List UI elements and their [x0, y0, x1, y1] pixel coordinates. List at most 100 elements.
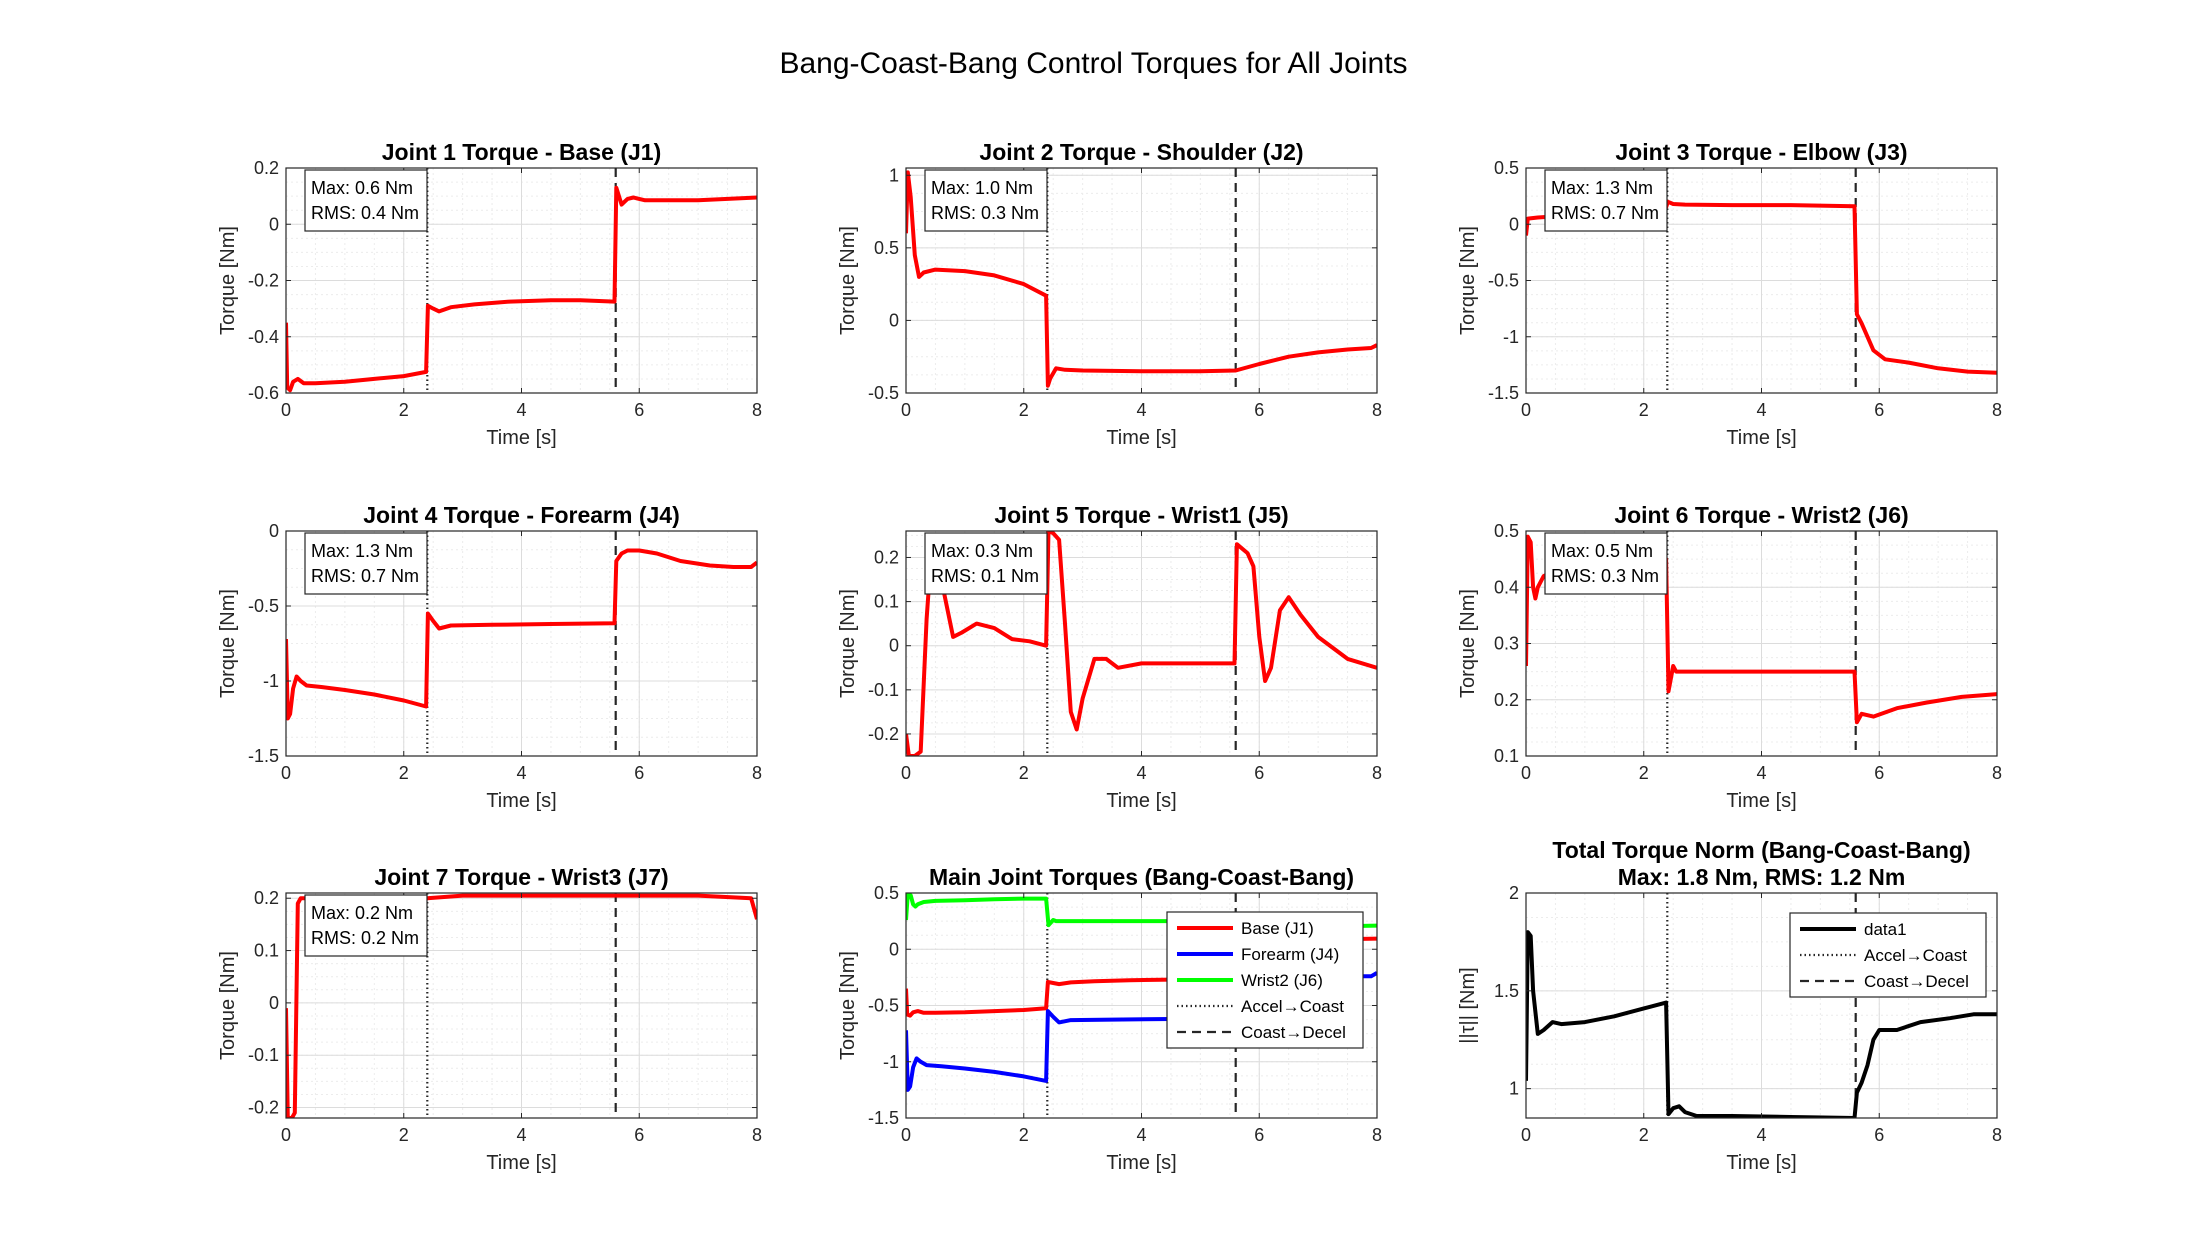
x-axis-label: Time [s]	[1726, 427, 1796, 449]
y-tick-label: 1	[889, 165, 899, 185]
x-axis-label: Time [s]	[1726, 1152, 1796, 1174]
x-tick-label: 8	[1372, 763, 1382, 783]
subplot-8: 0 2 4 6 8 -1.5 -1 -0.5 0 0.5 Time [s] Torque [Nm] Ma…	[837, 864, 1382, 1174]
y-tick-label: -1	[1503, 327, 1519, 347]
y-tick-label: -0.1	[248, 1045, 279, 1065]
subplot-1: 0 2 4 6 8 -0.6 -0.4 -0.2 0 0.2 Time [s] Torque [Nm]…	[217, 139, 762, 449]
y-tick-label: 1.5	[1494, 981, 1519, 1001]
y-tick-label: -0.5	[1488, 271, 1519, 291]
rms-annotation: RMS: 0.4 Nm	[311, 203, 419, 223]
y-tick-label: 0	[889, 939, 899, 959]
figure-title: Bang-Coast-Bang Control Torques for All …	[779, 47, 1407, 80]
y-tick-label: 0.5	[1494, 521, 1519, 541]
subplot-4: 0 2 4 6 8 -1.5 -1 -0.5 0 Time [s] Torque [Nm] Joint…	[217, 502, 762, 812]
y-tick-label: 0.2	[1494, 690, 1519, 710]
rms-annotation: RMS: 0.7 Nm	[1551, 203, 1659, 223]
y-axis-label: ||τ|| [Nm]	[1457, 967, 1479, 1043]
y-tick-label: 0.4	[1494, 577, 1519, 597]
x-axis-label: Time [s]	[486, 427, 556, 449]
legend-entry: Coast→Decel	[1864, 972, 1969, 991]
x-tick-label: 8	[1992, 400, 2002, 420]
x-tick-label: 4	[1756, 400, 1766, 420]
x-tick-label: 4	[516, 763, 526, 783]
y-tick-label: -1	[263, 671, 279, 691]
legend-entry: Forearm (J4)	[1241, 945, 1339, 964]
x-tick-label: 0	[281, 763, 291, 783]
x-tick-label: 0	[1521, 763, 1531, 783]
x-tick-label: 8	[1372, 1125, 1382, 1145]
x-tick-label: 2	[1019, 763, 1029, 783]
y-tick-label: 0	[1509, 214, 1519, 234]
x-tick-label: 0	[901, 1125, 911, 1145]
x-tick-label: 4	[1136, 400, 1146, 420]
x-tick-label: 2	[1019, 400, 1029, 420]
y-tick-label: -1.5	[248, 746, 279, 766]
y-tick-label: -0.5	[248, 596, 279, 616]
subplot-3: 0 2 4 6 8 -1.5 -1 -0.5 0 0.5 Time [s] Torque [Nm] Jo…	[1457, 139, 2002, 449]
x-tick-label: 8	[752, 1125, 762, 1145]
y-axis-label: Torque [Nm]	[217, 951, 239, 1060]
x-tick-label: 4	[1136, 1125, 1146, 1145]
subplot-subtitle: Max: 1.8 Nm, RMS: 1.2 Nm	[1618, 864, 1906, 890]
y-tick-label: 0.5	[874, 238, 899, 258]
x-tick-label: 2	[1639, 400, 1649, 420]
x-tick-label: 6	[1254, 763, 1264, 783]
legend-entry: Base (J1)	[1241, 919, 1314, 938]
legend-entry: Wrist2 (J6)	[1241, 971, 1323, 990]
y-axis-label: Torque [Nm]	[837, 589, 859, 698]
y-tick-label: 0.2	[254, 158, 279, 178]
y-tick-label: 0.1	[254, 941, 279, 961]
y-tick-label: -0.5	[868, 996, 899, 1016]
max-annotation: Max: 1.0 Nm	[931, 178, 1033, 198]
series-line-1	[906, 531, 1377, 756]
subplot-title: Joint 5 Torque - Wrist1 (J5)	[994, 502, 1288, 528]
x-axis-label: Time [s]	[1106, 1152, 1176, 1174]
x-tick-label: 4	[516, 400, 526, 420]
stats-annotation-box	[1544, 169, 1668, 232]
y-tick-label: 0.1	[1494, 746, 1519, 766]
stats-annotation-box	[924, 532, 1048, 595]
x-axis-label: Time [s]	[486, 790, 556, 812]
max-annotation: Max: 1.3 Nm	[1551, 178, 1653, 198]
x-tick-label: 6	[1874, 400, 1884, 420]
x-tick-label: 2	[1019, 1125, 1029, 1145]
y-tick-label: 0.3	[1494, 634, 1519, 654]
rms-annotation: RMS: 0.2 Nm	[311, 928, 419, 948]
y-tick-label: -1	[883, 1052, 899, 1072]
x-tick-label: 2	[399, 400, 409, 420]
max-annotation: Max: 0.5 Nm	[1551, 541, 1653, 561]
y-axis-label: Torque [Nm]	[837, 951, 859, 1060]
legend-entry: Accel→Coast	[1864, 946, 1967, 965]
subplot-title: Main Joint Torques (Bang-Coast-Bang)	[929, 864, 1354, 890]
y-tick-label: -0.1	[868, 680, 899, 700]
x-tick-label: 0	[901, 763, 911, 783]
x-tick-label: 4	[1756, 1125, 1766, 1145]
max-annotation: Max: 0.6 Nm	[311, 178, 413, 198]
rms-annotation: RMS: 0.3 Nm	[931, 203, 1039, 223]
y-tick-label: 1	[1509, 1079, 1519, 1099]
y-tick-label: 0.2	[874, 547, 899, 567]
stats-annotation-box	[304, 532, 428, 595]
subplot-5: 0 2 4 6 8 -0.2 -0.1 0 0.1 0.2 Time [s] Torque [Nm] J…	[837, 502, 1382, 812]
x-tick-label: 0	[281, 1125, 291, 1145]
y-tick-label: 0	[269, 521, 279, 541]
x-tick-label: 6	[634, 400, 644, 420]
subplot-title: Joint 3 Torque - Elbow (J3)	[1615, 139, 1907, 165]
y-tick-label: -0.6	[248, 383, 279, 403]
y-axis-label: Torque [Nm]	[1457, 589, 1479, 698]
subplot-9: 0 2 4 6 8 1 1.5 2 Time [s] ||τ|| [Nm] Total Torque…	[1457, 837, 2002, 1174]
series-line-1	[1526, 930, 1997, 1118]
subplot-title: Joint 7 Torque - Wrist3 (J7)	[374, 864, 668, 890]
subplot-title: Joint 2 Torque - Shoulder (J2)	[979, 139, 1303, 165]
x-tick-label: 4	[516, 1125, 526, 1145]
y-tick-label: 0	[889, 636, 899, 656]
x-tick-label: 8	[752, 400, 762, 420]
rms-annotation: RMS: 0.3 Nm	[1551, 566, 1659, 586]
y-axis-label: Torque [Nm]	[1457, 226, 1479, 335]
subplot-title: Joint 1 Torque - Base (J1)	[382, 139, 661, 165]
x-axis-label: Time [s]	[1106, 427, 1176, 449]
rms-annotation: RMS: 0.7 Nm	[311, 566, 419, 586]
x-tick-label: 0	[281, 400, 291, 420]
legend-entry: data1	[1864, 920, 1907, 939]
